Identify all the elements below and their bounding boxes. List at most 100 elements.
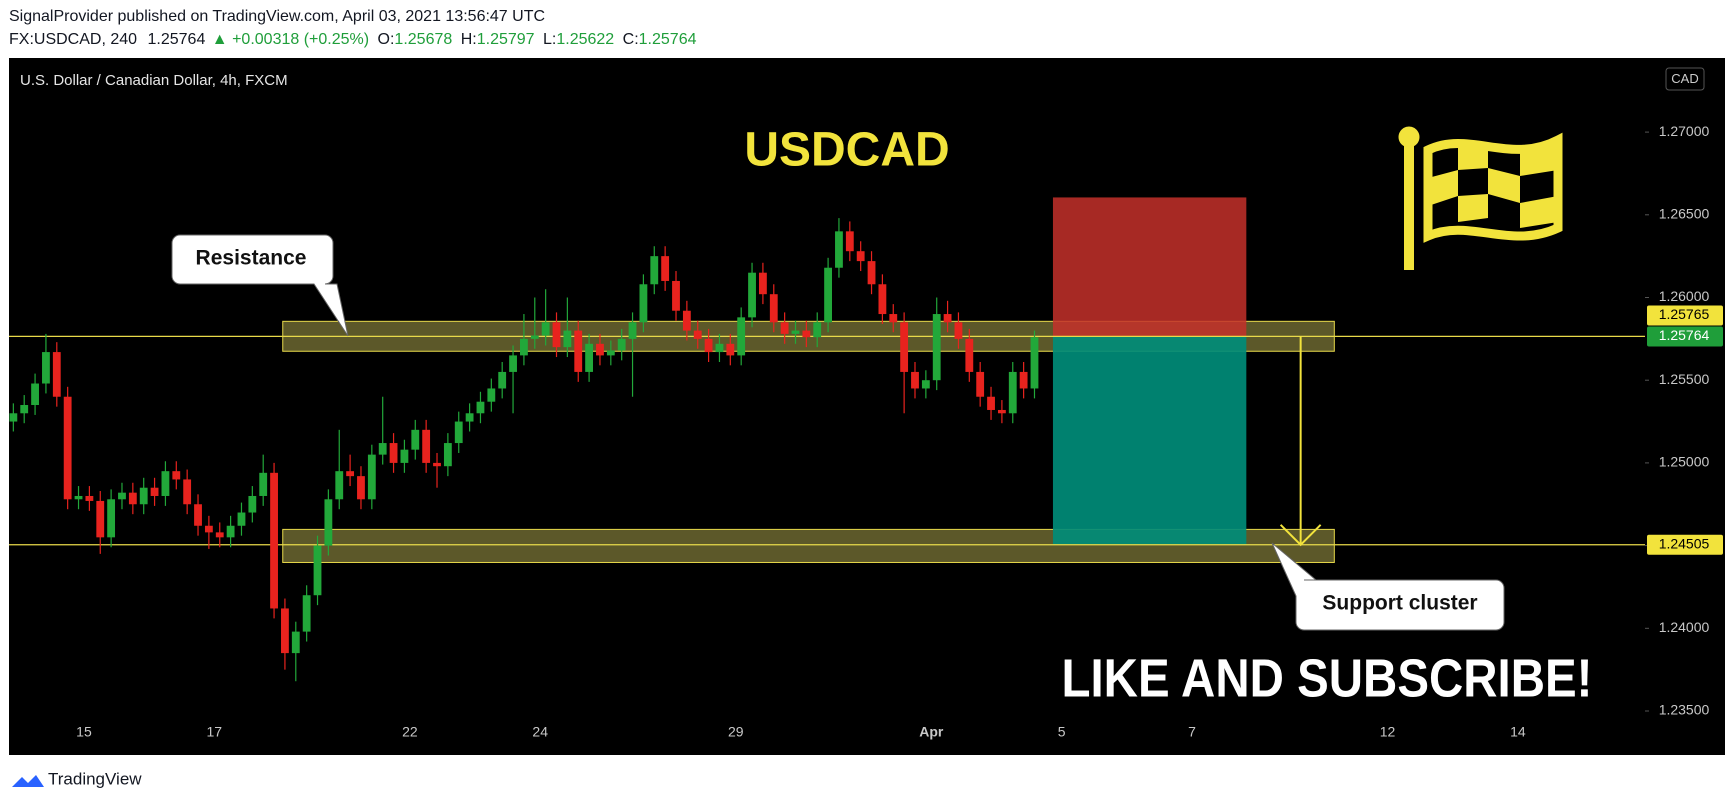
currency-label[interactable]: CAD (1671, 71, 1698, 86)
last-price-label: 1.25764 (1659, 327, 1710, 343)
candle-body (596, 343, 604, 356)
candle-body (226, 525, 235, 538)
candle-body (661, 256, 670, 281)
candle-body (726, 343, 735, 356)
symbol: FX:USDCAD, 240 (9, 31, 137, 48)
candle-body (411, 429, 420, 450)
candle-body (465, 413, 474, 422)
candle-body (585, 343, 594, 372)
ohlc-key: C: (623, 31, 639, 48)
candle-body (31, 383, 39, 406)
candle-body (965, 338, 974, 372)
candle-body (204, 525, 213, 533)
candle-body (889, 314, 898, 323)
price-tag-label: 1.25765 (1659, 306, 1710, 322)
candle-body (758, 272, 767, 295)
candle-body (997, 409, 1006, 414)
candle-body (693, 330, 702, 339)
chart-title: USDCAD (744, 124, 949, 177)
brand[interactable]: TradingView (48, 769, 142, 788)
logo-icon (12, 775, 44, 787)
candle-body (867, 261, 876, 285)
ohlc-key: O: (378, 31, 395, 48)
currency-button[interactable] (1665, 67, 1705, 91)
candle-body (509, 355, 517, 372)
candle-body (541, 322, 550, 336)
candle-body (487, 388, 496, 402)
resistance-callout: Resistance (171, 234, 349, 337)
x-tick-label: Apr (919, 724, 944, 740)
flag-checks (1428, 140, 1558, 228)
candle-body (172, 471, 181, 480)
x-tick-label: 22 (402, 724, 418, 740)
y-tick-label: 1.25000 (1659, 454, 1710, 470)
candle-body (845, 231, 854, 252)
ohlc-key: L: (543, 31, 556, 48)
ohlc-value: 1.25764 (639, 31, 697, 48)
candle-body (802, 330, 811, 338)
ohlc-key: H: (461, 31, 477, 48)
x-tick-label: 17 (207, 724, 223, 740)
call-to-action: LIKE AND SUBSCRIBE! (1062, 648, 1593, 708)
candle-body (932, 314, 941, 381)
candle-body (42, 352, 50, 384)
candle-body (606, 350, 615, 356)
candle-body (378, 443, 387, 455)
candle-body (20, 405, 29, 414)
stop-zone (1052, 197, 1247, 337)
candle-body (476, 401, 485, 414)
callout-box (1271, 542, 1505, 631)
candle-body (400, 449, 409, 463)
candle-body (357, 476, 365, 500)
candle-body (552, 322, 561, 348)
candle-body (313, 545, 322, 596)
plot-area: 1.235001.240001.245001.250001.255001.260… (9, 123, 1723, 740)
ohlc-value: 1.25678 (394, 31, 452, 48)
candle-body (520, 338, 528, 356)
support-callout: Support cluster (1271, 542, 1505, 631)
candle-body (574, 330, 583, 372)
candle-body (291, 631, 300, 654)
candle-body (954, 322, 963, 339)
candle-body (248, 495, 257, 513)
candle-body (389, 443, 398, 463)
candle-body (911, 371, 919, 389)
flag-icon (1398, 126, 1563, 270)
candle-body (85, 495, 94, 501)
candle-body (682, 310, 691, 331)
candle-body (281, 608, 289, 654)
price-tag (1647, 534, 1723, 555)
price-tag (1647, 305, 1723, 326)
y-tick-label: 1.27000 (1659, 123, 1710, 139)
candle-body (107, 499, 116, 538)
candle-body (878, 284, 887, 315)
candle-body (128, 492, 137, 505)
candle-body (563, 330, 572, 348)
candle-body (498, 371, 507, 389)
candle-body (96, 500, 105, 538)
callout-text: Resistance (196, 247, 307, 270)
footer-logo: TradingView (12, 769, 142, 788)
arrow-head (1279, 524, 1322, 547)
candle-body (617, 338, 626, 351)
candle-body (367, 454, 376, 500)
candle-body (52, 352, 61, 397)
candle-body (150, 487, 159, 496)
candle-body (259, 472, 268, 496)
flag-cloth (1423, 132, 1563, 243)
candle-body (422, 429, 431, 463)
candle-body (976, 371, 985, 397)
ohlc-value: 1.25622 (556, 31, 614, 48)
change: ▲ +0.00318 (+0.25%) (212, 31, 369, 48)
candle-body (813, 322, 822, 338)
callout-text: Support cluster (1322, 592, 1477, 615)
candle-body (715, 343, 724, 353)
x-tick-label: 15 (76, 724, 92, 740)
published-line: SignalProvider published on TradingView.… (9, 8, 545, 25)
candle-body (454, 421, 463, 444)
candle-body (215, 532, 224, 538)
y-tick-label: 1.26500 (1659, 206, 1710, 222)
candle-body (270, 472, 278, 609)
x-tick-label: 7 (1188, 724, 1196, 740)
price-tag-label: 1.24505 (1659, 535, 1710, 551)
